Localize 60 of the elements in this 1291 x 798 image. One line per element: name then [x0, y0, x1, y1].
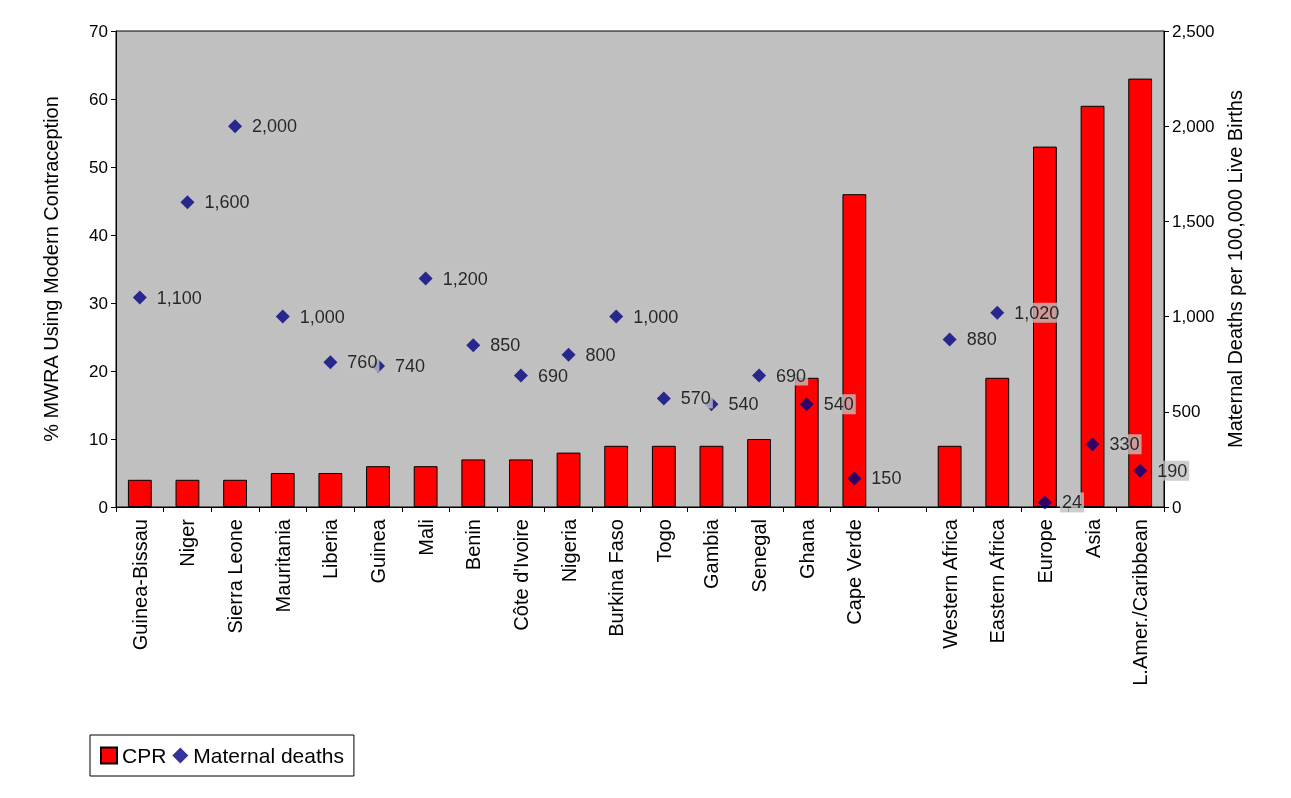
x-tick-label: Ghana [795, 518, 818, 580]
y-tick-label: 20 [89, 361, 108, 381]
x-tick-label: Europe [1033, 519, 1056, 584]
x-tick-label: Liberia [319, 518, 342, 580]
data-label: 540 [728, 394, 759, 415]
data-label: 190 [1157, 460, 1188, 481]
y-tick-label: 0 [98, 497, 108, 517]
x-tick-label: Benin [462, 519, 485, 571]
x-tick-label: Niger [176, 518, 199, 567]
data-label: 1,600 [204, 192, 250, 213]
y-tick-label: 40 [89, 225, 108, 245]
data-label: 1,020 [1014, 302, 1060, 323]
y2-axis-title: Maternal Deaths per 100,000 Live Births [1224, 90, 1247, 448]
x-tick-label: Gambia [700, 518, 723, 590]
x-tick-label: Senegal [748, 519, 771, 593]
y-tick-label: 50 [89, 157, 108, 177]
x-tick-label: Mauritania [271, 518, 294, 613]
y2-tick-label: 500 [1172, 402, 1201, 422]
x-tick-label: Asia [1081, 518, 1104, 558]
x-tick-label: Sierra Leone [224, 519, 247, 634]
x-tick-label: Western Africa [938, 518, 961, 649]
legend-label: Maternal deaths [193, 744, 344, 767]
data-label: 2,000 [252, 116, 298, 137]
y2-tick-label: 1,000 [1172, 307, 1215, 327]
x-tick-label: Guinea-Bissau [128, 519, 151, 651]
data-label: 1,000 [633, 306, 679, 327]
data-label: 330 [1109, 434, 1140, 455]
x-tick-label: Mali [414, 519, 437, 556]
data-label: 760 [347, 352, 378, 373]
legend-label: CPR [122, 744, 167, 767]
y-tick-label: 70 [89, 21, 108, 41]
y-tick-label: 60 [89, 89, 108, 109]
data-label: 540 [823, 394, 854, 415]
x-tick-label: Guinea [367, 518, 389, 584]
data-label: 850 [490, 335, 521, 356]
x-tick-label: L.Amer./Caribbean [1129, 519, 1152, 686]
x-tick-label: Côte d'Ivoire [509, 519, 532, 631]
y2-tick-label: 2,500 [1172, 21, 1215, 41]
x-tick-label: Nigeria [557, 518, 580, 583]
data-label: 880 [966, 329, 997, 350]
data-label: 1,100 [156, 287, 202, 308]
data-label: 690 [776, 365, 807, 386]
x-tick-label: Cape Verde [843, 519, 866, 625]
y2-tick-label: 2,000 [1172, 116, 1215, 136]
y-tick-label: 10 [89, 429, 108, 449]
y-tick-label: 30 [89, 293, 108, 313]
data-label: 1,000 [299, 306, 345, 327]
x-tick-label: Burkina Faso [605, 519, 628, 637]
data-label: 740 [395, 356, 426, 377]
data-label: 150 [871, 468, 902, 489]
x-tick-label: Togo [652, 519, 675, 563]
y2-tick-label: 0 [1172, 497, 1182, 517]
y-axis-title: % MWRA Using Modern Contraception [40, 96, 62, 442]
y2-tick-label: 1,500 [1172, 211, 1215, 231]
x-tick-label: Eastern Africa [986, 518, 1009, 644]
data-label: 690 [537, 365, 568, 386]
data-label: 800 [585, 344, 616, 365]
data-label: 1,200 [442, 268, 488, 289]
data-label: 570 [680, 388, 711, 409]
data-label: 24 [1061, 492, 1082, 513]
